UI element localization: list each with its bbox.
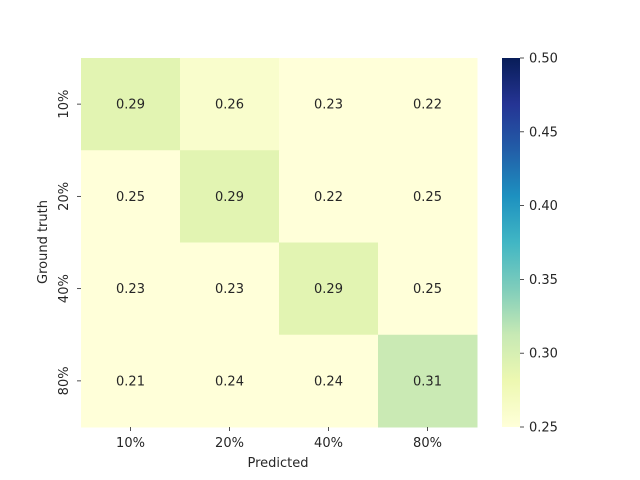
y-tick-label: 80%	[57, 366, 72, 395]
cell-value-label: 0.24	[215, 374, 244, 389]
x-tick-label: 20%	[215, 436, 244, 451]
y-axis-label: Ground truth	[36, 200, 51, 284]
colorbar-tick-label: 0.45	[529, 125, 558, 140]
heatmap-cell	[378, 334, 478, 428]
cell-value-label: 0.31	[413, 374, 442, 389]
cell-value-label: 0.29	[314, 282, 343, 297]
heatmap-cell	[180, 58, 280, 151]
cell-value-label: 0.22	[314, 190, 343, 205]
cell-value-label: 0.25	[413, 282, 442, 297]
colorbar-tick-label: 0.30	[529, 347, 558, 362]
x-tick-label: 10%	[116, 436, 145, 451]
colorbar: 0.25 0.30 0.35 0.40 0.45 0.50	[502, 52, 558, 436]
heatmap-cell	[378, 242, 478, 336]
heatmap-cell	[81, 58, 181, 151]
heatmap-cell	[279, 242, 379, 336]
x-tick-label: 80%	[413, 436, 442, 451]
y-tick-label: 20%	[57, 182, 72, 211]
y-tick-label: 40%	[57, 274, 72, 303]
x-axis: 10% 20% 40% 80% Predicted	[116, 427, 442, 471]
heatmap-cells	[81, 58, 478, 428]
cell-value-label: 0.23	[215, 282, 244, 297]
cell-value-label: 0.25	[116, 190, 145, 205]
cell-value-label: 0.26	[215, 98, 244, 113]
cell-value-label: 0.23	[116, 282, 145, 297]
x-tick-label: 40%	[314, 436, 343, 451]
cell-value-labels: 0.29 0.26 0.23 0.22 0.25 0.29 0.22 0.25 0.23 0.23…	[116, 98, 442, 390]
heatmap-cell	[180, 150, 280, 243]
y-axis: 10% 20% 40% 80% Ground truth	[36, 90, 81, 395]
cell-value-label: 0.29	[116, 98, 145, 113]
heatmap-cell	[279, 334, 379, 428]
cell-value-label: 0.22	[413, 98, 442, 113]
colorbar-tick-label: 0.25	[529, 421, 558, 436]
heatmap-cell	[180, 334, 280, 428]
y-tick-label: 10%	[57, 90, 72, 119]
x-axis-label: Predicted	[247, 456, 308, 471]
heatmap-cell	[81, 150, 181, 243]
heatmap-cell	[378, 58, 478, 151]
heatmap-cell	[279, 58, 379, 151]
colorbar-gradient	[502, 58, 520, 427]
heatmap-cell	[279, 150, 379, 243]
colorbar-tick-label: 0.35	[529, 273, 558, 288]
cell-value-label: 0.29	[215, 190, 244, 205]
colorbar-tick-label: 0.40	[529, 199, 558, 214]
colorbar-tick-label: 0.50	[529, 52, 558, 67]
heatmap-cell	[180, 242, 280, 336]
cell-value-label: 0.21	[116, 374, 145, 389]
cell-value-label: 0.24	[314, 374, 343, 389]
cell-value-label: 0.25	[413, 190, 442, 205]
heatmap-cell	[378, 150, 478, 243]
heatmap-cell	[81, 242, 181, 336]
cell-value-label: 0.23	[314, 98, 343, 113]
heatmap-cell	[81, 334, 181, 428]
